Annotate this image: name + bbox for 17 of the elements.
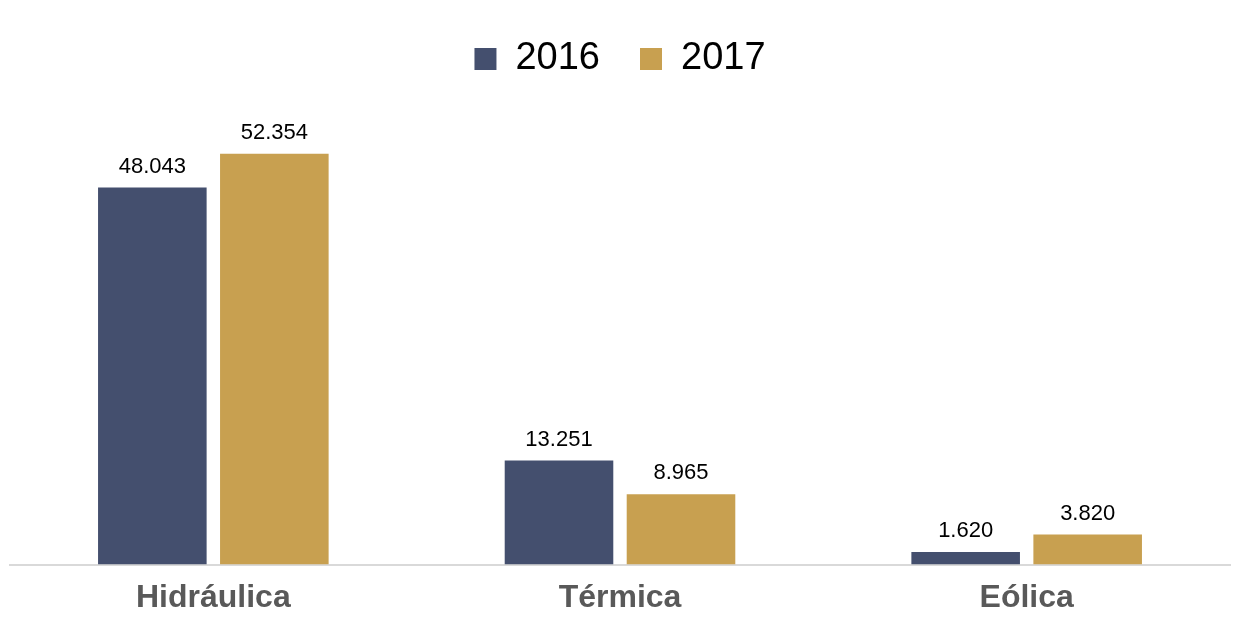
data-label: 1.620	[938, 516, 994, 542]
data-label: 52.354	[240, 118, 308, 144]
data-label: 3.820	[1060, 499, 1116, 525]
bar	[98, 187, 207, 565]
data-label: 8.965	[653, 459, 709, 485]
data-label: 13.251	[525, 425, 593, 451]
bar	[504, 460, 614, 565]
x-tick-label: Hidráulica	[135, 577, 291, 614]
legend-label: 2016	[515, 35, 601, 78]
bar	[626, 494, 736, 565]
bar	[911, 551, 1020, 565]
x-tick-label: Eólica	[979, 577, 1074, 614]
bar	[220, 153, 329, 565]
x-tick-label: Térmica	[558, 577, 682, 614]
bar	[1033, 534, 1142, 565]
data-label: 48.043	[118, 152, 186, 178]
legend-label: 2017	[681, 35, 766, 78]
